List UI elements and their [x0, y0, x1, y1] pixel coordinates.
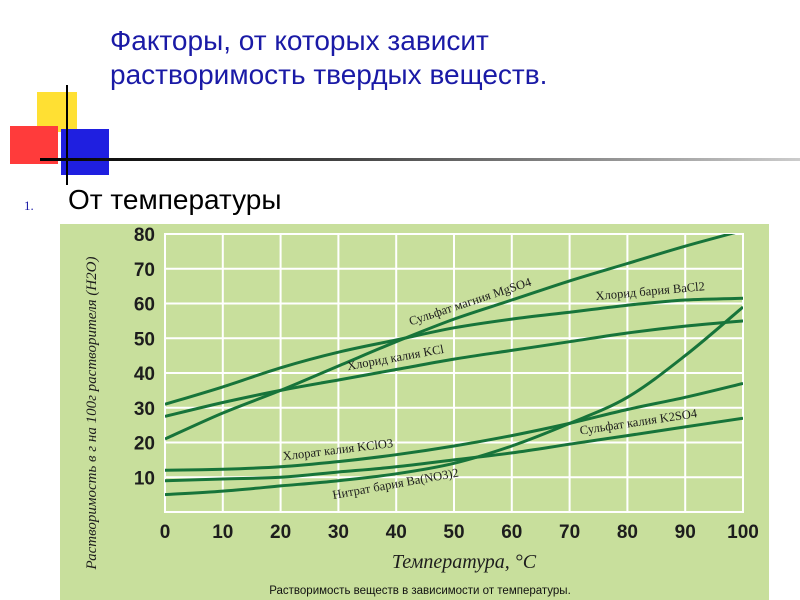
- decor-horizontal-rule: [40, 158, 800, 161]
- x-tick-label: 80: [617, 522, 638, 543]
- list-item-text: От температуры: [68, 184, 282, 215]
- decor-yellow-square: [37, 92, 77, 132]
- series-line-1: [165, 234, 736, 441]
- y-tick-label: 60: [134, 295, 155, 316]
- x-tick-label: 40: [386, 522, 407, 543]
- list-number: 1.: [24, 198, 34, 213]
- x-tick-label: 90: [675, 522, 696, 543]
- slide-title-line1: Факторы, от которых зависит: [110, 25, 489, 56]
- curve-group: [165, 234, 743, 497]
- x-tick-label: 20: [270, 522, 291, 543]
- y-tick-label: 20: [134, 434, 155, 455]
- tick-labels: 0 10 20 30 40 50 60 70 80 90 100 10 20 30 40 50 60 70 80: [134, 225, 759, 543]
- chart-caption: Растворимость веществ в зависимости от т…: [269, 585, 571, 597]
- series-line-5: [165, 416, 743, 483]
- x-tick-label: 100: [727, 522, 759, 543]
- y-tick-label: 80: [134, 225, 155, 246]
- series-line-3: [165, 319, 743, 418]
- series-line-2: [165, 296, 743, 406]
- grid-lines: [164, 233, 744, 513]
- decor-blue-square: [61, 129, 109, 175]
- y-tick-label: 50: [134, 329, 155, 350]
- x-axis-label: Температура, °С: [392, 551, 537, 573]
- x-tick-label: 10: [212, 522, 233, 543]
- y-axis-label: Растворимость в г на 100г растворителя (…: [84, 256, 100, 570]
- series-line-4: [165, 381, 743, 472]
- x-tick-label: 0: [160, 522, 171, 543]
- x-tick-label: 60: [501, 522, 522, 543]
- slide-title-line2: растворимость твердых веществ.: [110, 59, 548, 91]
- decor-red-square: [10, 126, 58, 164]
- y-tick-label: 30: [134, 399, 155, 420]
- x-tick-label: 30: [328, 522, 349, 543]
- y-tick-label: 10: [134, 468, 155, 489]
- decor-vertical-line: [66, 85, 68, 185]
- y-tick-label: 40: [134, 364, 155, 385]
- slide-title: Факторы, от которых зависит растворимост…: [110, 24, 760, 92]
- y-tick-label: 70: [134, 260, 155, 281]
- series-line-6: [165, 305, 743, 497]
- x-tick-label: 50: [443, 522, 464, 543]
- x-tick-label: 70: [559, 522, 580, 543]
